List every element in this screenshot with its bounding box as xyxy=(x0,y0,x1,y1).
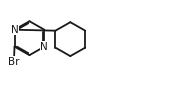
Text: N: N xyxy=(41,42,48,52)
Text: Br: Br xyxy=(8,57,20,67)
Text: N: N xyxy=(11,25,18,35)
